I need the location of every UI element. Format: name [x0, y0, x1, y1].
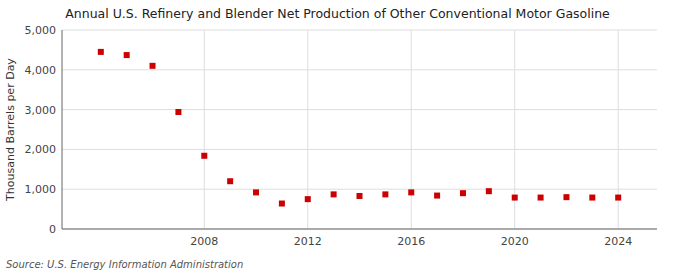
x-tick-label: 2012 — [294, 235, 322, 248]
grid — [62, 30, 657, 229]
point — [486, 188, 492, 194]
point — [98, 49, 104, 55]
x-tick-label: 2020 — [501, 235, 529, 248]
chart: Annual U.S. Refinery and Blender Net Pro… — [0, 0, 675, 275]
y-tick-label: 3,000 — [25, 104, 57, 117]
y-grid-line — [62, 149, 657, 150]
y-tick-label: 0 — [49, 223, 56, 236]
point — [563, 194, 569, 200]
point — [382, 191, 388, 197]
y-grid-line — [62, 30, 657, 31]
point — [175, 109, 181, 115]
x-tick-label: 2016 — [397, 235, 425, 248]
x-tick-label: 2008 — [190, 235, 218, 248]
y-grid-line — [62, 229, 657, 230]
x-axis-line — [62, 229, 657, 230]
point — [150, 63, 156, 69]
point — [331, 191, 337, 197]
y-grid-line — [62, 69, 657, 70]
background — [0, 0, 675, 275]
point — [408, 189, 414, 195]
point — [201, 153, 207, 159]
y-grid-line — [62, 109, 657, 110]
point — [538, 195, 544, 201]
y-axis-line — [62, 30, 63, 229]
y-tick-label: 2,000 — [25, 143, 57, 156]
marks — [98, 49, 621, 207]
y-tick-label: 4,000 — [25, 64, 57, 77]
point — [589, 195, 595, 201]
point — [434, 193, 440, 199]
y-axis-label: Thousand Barrels per Day — [4, 58, 17, 202]
point — [279, 201, 285, 207]
point — [253, 189, 259, 195]
x-grid-line — [411, 30, 412, 229]
point — [124, 52, 130, 58]
axes: 0 1,000 2,000 3,000 4,000 5,000 2008 2012 2016 20… — [25, 24, 658, 248]
point — [512, 195, 518, 201]
point — [227, 178, 233, 184]
point — [357, 193, 363, 199]
point — [305, 196, 311, 202]
y-grid-line — [62, 189, 657, 190]
point — [615, 195, 621, 201]
point — [460, 190, 466, 196]
x-grid-line — [204, 30, 205, 229]
title: Annual U.S. Refinery and Blender Net Pro… — [65, 6, 610, 21]
x-tick-label: 2024 — [604, 235, 632, 248]
y-tick-label: 5,000 — [25, 24, 57, 37]
y-tick-label: 1,000 — [25, 183, 57, 196]
source: Source: U.S. Energy Information Administ… — [6, 259, 243, 270]
